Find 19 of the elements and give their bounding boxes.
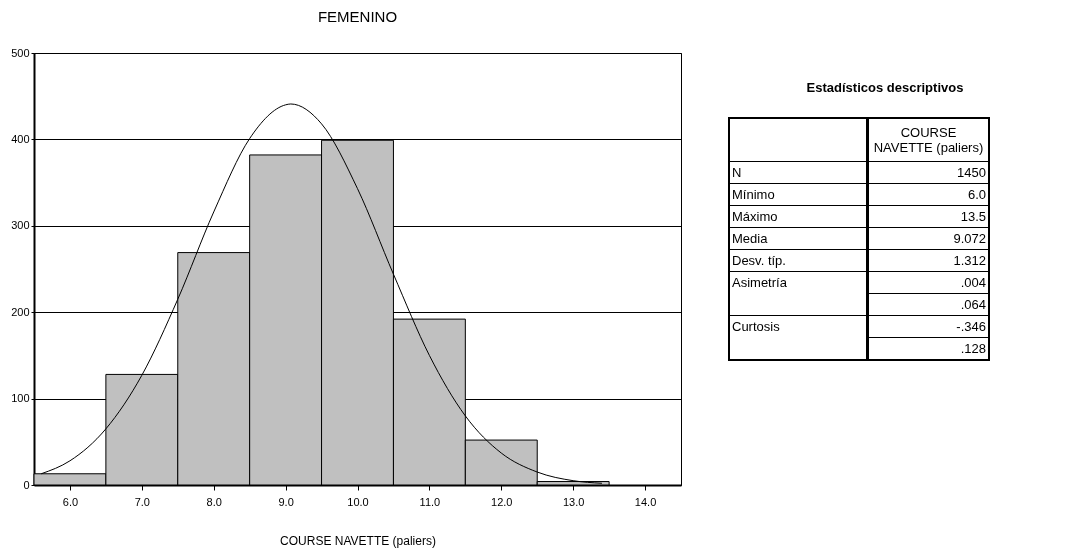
text: Estadísticos descriptivos (805, 80, 965, 95)
x-axis-title: COURSE NAVETTE (paliers) (280, 533, 436, 548)
y-tick-label: 400 (11, 132, 30, 145)
y-tick-label: 0 (23, 478, 30, 491)
x-tick-label: 14.0 (634, 495, 657, 508)
x-tick-label: 6.0 (62, 495, 79, 508)
chart-title: FEMENINO (317, 8, 398, 25)
x-tick-label: 12.0 (491, 495, 513, 508)
y-tick-label: 100 (11, 392, 30, 405)
x-tick-label: 9.0 (278, 495, 294, 508)
y-tick-label: 500 (11, 46, 30, 59)
stats-table: COURSE NAVETTE (paliers) N 1450 Mínimo 6.0 Máximo 13.5 Media 9.072 Desv. típ. 1.312 Asimetría .004 .064 Curtosis -.346 .128 (728, 117, 990, 361)
x-tick-label: 10.0 (347, 495, 369, 508)
x-tick-label: 11.0 (419, 495, 441, 508)
y-tick-label: 200 (11, 305, 30, 318)
x-tick-label: 8.0 (206, 495, 222, 508)
y-tick-label: 300 (11, 219, 30, 232)
x-tick-label: 13.0 (562, 495, 585, 508)
x-tick-label: 7.0 (134, 495, 150, 508)
